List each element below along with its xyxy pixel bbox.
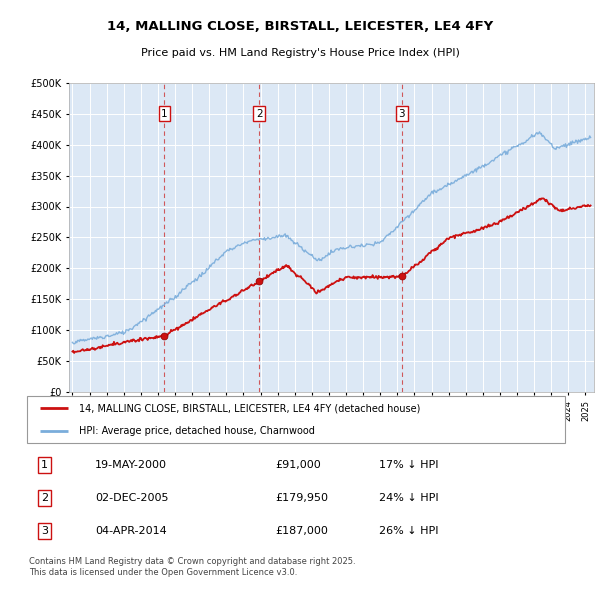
Text: HPI: Average price, detached house, Charnwood: HPI: Average price, detached house, Char… (79, 426, 314, 436)
Text: 17% ↓ HPI: 17% ↓ HPI (379, 460, 439, 470)
Text: £91,000: £91,000 (275, 460, 321, 470)
Text: 1: 1 (161, 109, 168, 119)
Text: 02-DEC-2005: 02-DEC-2005 (95, 493, 169, 503)
Text: 24% ↓ HPI: 24% ↓ HPI (379, 493, 439, 503)
Text: 2: 2 (41, 493, 49, 503)
Text: £187,000: £187,000 (275, 526, 328, 536)
Text: £179,950: £179,950 (275, 493, 328, 503)
Text: Contains HM Land Registry data © Crown copyright and database right 2025.
This d: Contains HM Land Registry data © Crown c… (29, 558, 356, 577)
Text: Price paid vs. HM Land Registry's House Price Index (HPI): Price paid vs. HM Land Registry's House … (140, 48, 460, 58)
Text: 19-MAY-2000: 19-MAY-2000 (95, 460, 167, 470)
Text: 2: 2 (256, 109, 262, 119)
Text: 14, MALLING CLOSE, BIRSTALL, LEICESTER, LE4 4FY: 14, MALLING CLOSE, BIRSTALL, LEICESTER, … (107, 20, 493, 33)
Text: 14, MALLING CLOSE, BIRSTALL, LEICESTER, LE4 4FY (detached house): 14, MALLING CLOSE, BIRSTALL, LEICESTER, … (79, 404, 420, 414)
Text: 1: 1 (41, 460, 48, 470)
Text: 04-APR-2014: 04-APR-2014 (95, 526, 167, 536)
Text: 3: 3 (398, 109, 405, 119)
FancyBboxPatch shape (27, 396, 565, 444)
Text: 3: 3 (41, 526, 48, 536)
Text: 26% ↓ HPI: 26% ↓ HPI (379, 526, 439, 536)
